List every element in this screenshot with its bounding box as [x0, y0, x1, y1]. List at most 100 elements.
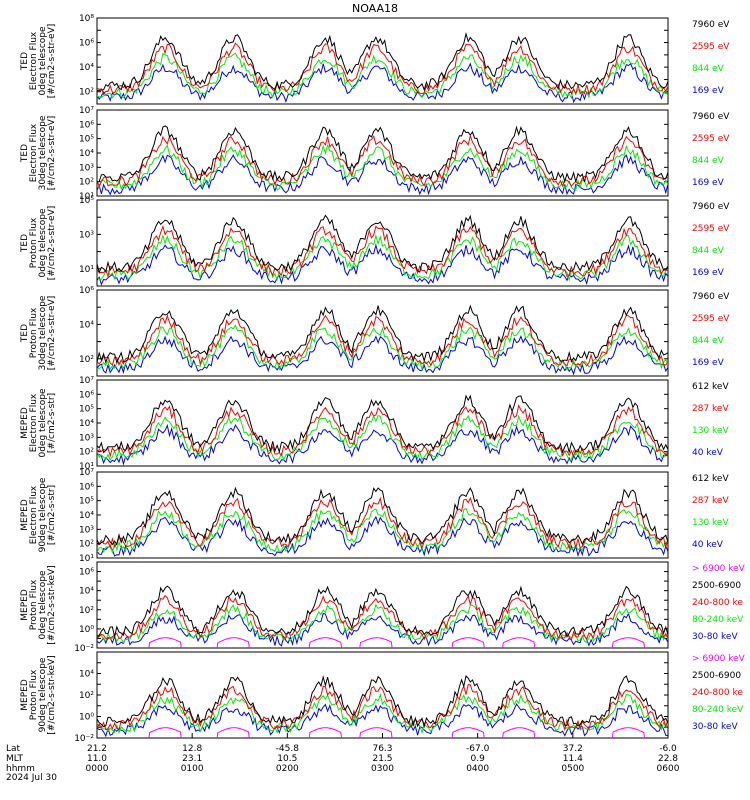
series-line-red: [97, 684, 668, 732]
y-axis-label: TEDProton Flux30deg telescope[#/cm2-s-st…: [20, 295, 57, 370]
y-tick-label: 10⁴: [79, 670, 94, 680]
series-line-blue: [97, 243, 668, 286]
legend-entry: 287 keV: [692, 496, 729, 506]
series-line-blue: [97, 423, 668, 466]
legend-entry: 130 keV: [692, 518, 729, 528]
series-line-blue: [97, 154, 668, 196]
legend-entry: 844 eV: [692, 246, 725, 256]
x-tick-label-mlt: 11.0: [87, 754, 107, 764]
y-tick-label: 10⁶: [79, 286, 94, 296]
y-axis-label-line: MEPED: [20, 499, 30, 531]
panel-1: 10² 10⁴ 10⁶ 10⁸ TEDElectron Flux0deg telesco…: [20, 14, 730, 105]
y-tick-label: 10⁴: [79, 149, 94, 159]
y-tick-label: 10⁵: [79, 497, 94, 507]
panel-frame: [96, 561, 669, 649]
y-tick-label: 10⁶: [79, 120, 94, 130]
series-line-red: [97, 594, 668, 641]
panel-frame: [96, 289, 669, 377]
panel-2: 10¹ 10² 10³ 10⁴ 10⁵ 10⁶ 10⁷ TEDElectron Flux30d…: [20, 106, 730, 202]
y-tick-label: 10⁴: [79, 511, 94, 521]
y-axis-label-line: [#/cm2-s-str-eV]: [47, 24, 57, 99]
y-axis-label-line: Proton Flux: [29, 579, 39, 630]
series-group: [97, 125, 668, 196]
y-tick-label: 10¹: [79, 462, 94, 472]
y-axis-label: MEPEDProton Flux0deg telescope[#/cm2-s-s…: [20, 565, 57, 644]
y-tick-label: 10⁶: [79, 568, 94, 578]
x-tick-label-mlt: 0.9: [471, 754, 486, 764]
y-tick-label: 10⁵: [79, 135, 94, 145]
x-tick-label-lat: -67.0: [466, 744, 490, 754]
series-group: [97, 674, 668, 738]
series-group: [97, 394, 668, 466]
legend-entry: 844 eV: [692, 336, 725, 346]
series-line-blue: [97, 515, 668, 558]
legend-entry: 169 eV: [692, 86, 725, 96]
x-tick-label-hhmm: 0400: [466, 764, 489, 774]
y-tick-label: 10⁰: [79, 625, 94, 635]
y-axis-label-line: [#/cm2-s-str-keV]: [47, 565, 57, 644]
y-axis-label-line: Electron Flux: [29, 31, 39, 90]
legend-entry: 30-80 keV: [692, 722, 738, 732]
legend-entry: 612 keV: [692, 382, 729, 392]
y-tick-label: 10²: [79, 178, 94, 188]
x-tick-label-hhmm: 0600: [657, 764, 680, 774]
x-row-label: Lat: [6, 744, 21, 754]
series-line-black: [97, 486, 668, 546]
y-axis-label-line: [#/cm2-s-str-eV]: [47, 116, 57, 191]
x-tick-label-hhmm: 0100: [181, 764, 204, 774]
series-line-black: [97, 214, 668, 274]
legend-entry: 844 eV: [692, 64, 725, 74]
y-tick-label: 10⁴: [79, 419, 94, 429]
series-line-green: [97, 324, 668, 372]
series-line-red: [97, 224, 668, 279]
y-tick-label: 10⁴: [79, 587, 94, 597]
y-tick-label: 10⁰: [79, 713, 94, 723]
series-line-red: [97, 404, 668, 458]
y-tick-label: 10³: [79, 433, 94, 443]
x-tick-label-mlt: 11.4: [563, 754, 583, 764]
y-tick-label: 10²: [79, 606, 94, 616]
y-tick-label: 10⁶: [79, 39, 94, 49]
y-axis-label-line: TED: [20, 52, 30, 71]
y-axis-label-line: MEPED: [20, 407, 30, 439]
series-line-red: [97, 496, 668, 551]
panel-7: 10⁻² 10⁰ 10² 10⁴ 10⁶ MEPEDProton Flux0deg tel…: [20, 561, 746, 654]
y-axis-label-line: [#/cm2-s-str]: [47, 393, 57, 453]
y-tick-label: 10⁶: [79, 390, 94, 400]
series-line-black: [97, 31, 668, 92]
x-tick-label-hhmm: 0200: [276, 764, 299, 774]
series-line-blue: [97, 703, 668, 738]
x-tick-label-mlt: 22.8: [658, 754, 678, 764]
y-axis-label-line: Proton Flux: [29, 307, 39, 358]
legend-entry: 80-240 keV: [692, 615, 744, 625]
y-tick-label: 10⁴: [79, 320, 94, 330]
series-group: [97, 585, 668, 648]
series-line-green: [97, 507, 668, 554]
series-line-black: [97, 585, 668, 638]
y-tick-label: 10⁵: [79, 405, 94, 415]
y-tick-label: 10³: [79, 163, 94, 173]
panel-3: 10¹ 10³ 10⁵ TEDProton Flux0deg telescope[#/…: [20, 196, 730, 287]
y-tick-label: 10¹: [79, 265, 94, 275]
y-axis-label-line: 30deg telescope: [38, 295, 48, 370]
x-tick-label-lat: -6.0: [659, 744, 677, 754]
y-tick-label: 10⁻²: [74, 644, 94, 654]
legend-entry: 2500-6900: [692, 581, 741, 591]
y-axis-label-line: Electron Flux: [29, 485, 39, 544]
series-group: [97, 214, 668, 286]
y-axis-label-line: [#/cm2-s-str-keV]: [47, 655, 57, 734]
y-axis-label: MEPEDElectron Flux90deg telescope[#/cm2-…: [20, 477, 57, 552]
y-tick-label: 10⁴: [79, 63, 94, 73]
x-tick-label-lat: 21.2: [87, 744, 107, 754]
legend-entry: 30-80 keV: [692, 632, 738, 642]
y-axis-label-line: Electron Flux: [29, 123, 39, 182]
series-line-green: [97, 692, 668, 735]
y-tick-label: 10²: [79, 448, 94, 458]
y-axis-label-line: Electron Flux: [29, 393, 39, 452]
y-tick-label: 10²: [79, 540, 94, 550]
panel-frame: [96, 199, 669, 287]
y-axis-label-line: [#/cm2-s-str-eV]: [47, 296, 57, 371]
